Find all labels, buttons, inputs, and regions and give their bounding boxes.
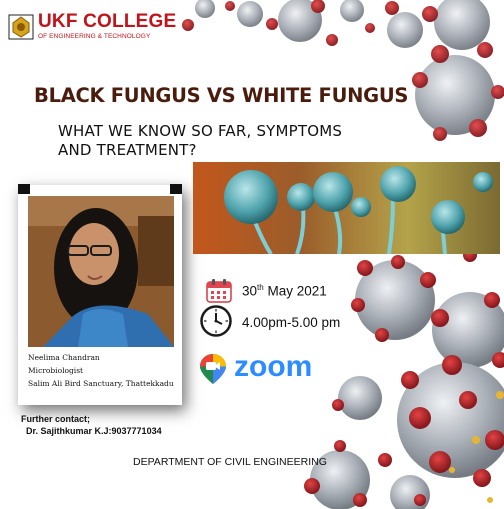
event-subtitle-line-2: AND TREATMENT? [58,141,197,159]
zoom-logo: zoom [234,350,313,383]
college-logo-icon [8,14,34,40]
date-day: 30 [242,283,258,299]
event-subtitle: WHAT WE KNOW SO FAR, SYMPTOMS AND TREATM… [58,122,378,160]
speaker-name: Neelima Chandran [28,353,100,362]
contact-person: Dr. Sajithkumar K.J:9037771034 [26,426,162,436]
contact-info: Further contact; Dr. Sajithkumar K.J:903… [21,413,162,437]
event-subtitle-line-1: WHAT WE KNOW SO FAR, SYMPTOMS [58,122,343,140]
speaker-photo [28,196,174,347]
contact-label: Further contact; [21,414,91,424]
speaker-details: Neelima Chandran Microbiologist Salim Al… [28,351,174,390]
event-date: 30th May 2021 [242,283,327,299]
college-subtitle: OF ENGINEERING & TECHNOLOGY [38,33,151,40]
zoom-camera-icon [199,353,227,385]
event-time: 4.00pm-5.00 pm [242,315,341,330]
date-month-year: May 2021 [263,283,327,299]
clock-icon [200,305,232,337]
event-title: BLACK FUNGUS VS WHITE FUNGUS [34,84,409,107]
speaker-affiliation: Salim Ali Bird Sanctuary, Thattekkadu [28,379,174,388]
speaker-role: Microbiologist [28,366,84,375]
department-name: DEPARTMENT OF CIVIL ENGINEERING [133,456,327,468]
frame-clip-left [18,184,30,194]
fungus-microscopy-image [193,162,500,254]
frame-clip-right [170,184,182,194]
college-name: UKF COLLEGE [38,11,177,32]
calendar-icon [206,278,232,303]
date-suffix: th [257,283,264,292]
